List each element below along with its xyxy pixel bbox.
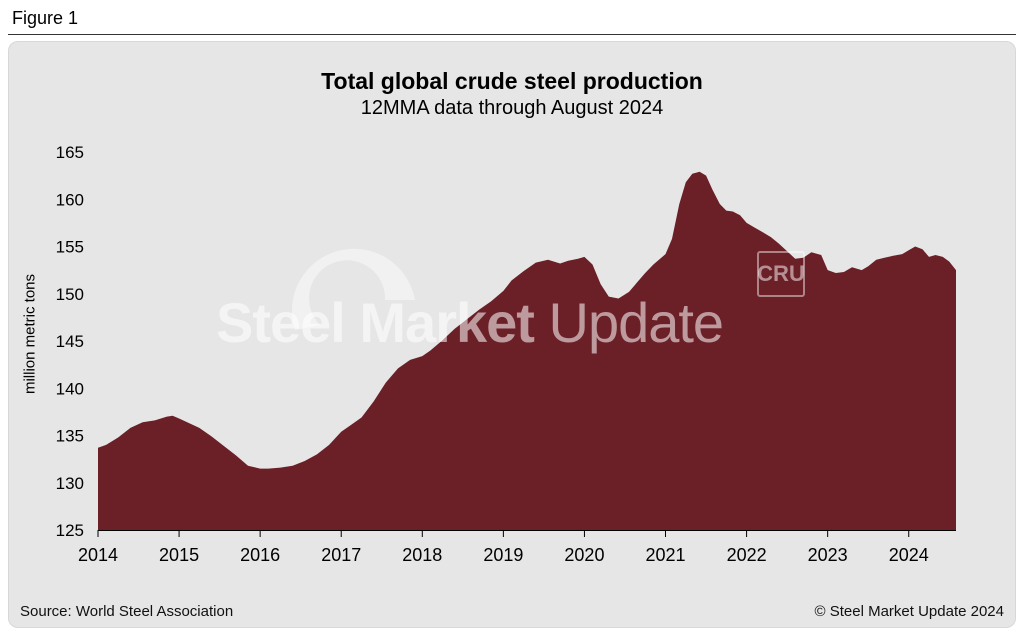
x-tick-label: 2017 — [321, 545, 361, 565]
watermark-light-text: Update — [533, 291, 724, 354]
y-tick-label: 155 — [56, 238, 84, 257]
top-divider — [8, 34, 1016, 35]
y-tick-label: 130 — [56, 474, 84, 493]
y-axis-label: million metric tons — [21, 273, 39, 395]
copyright-note: © Steel Market Update 2024 — [814, 603, 1005, 620]
series-area-steel-production — [98, 171, 956, 531]
x-tick-label: 2024 — [889, 545, 929, 565]
y-tick-label: 160 — [56, 190, 84, 209]
cru-logo-badge: CRU — [757, 251, 805, 297]
x-tick-label: 2015 — [159, 545, 199, 565]
x-tick-label: 2016 — [240, 545, 280, 565]
x-tick-label: 2018 — [402, 545, 442, 565]
watermark-bold-text: Steel Market — [216, 291, 535, 354]
x-tick-label: 2019 — [483, 545, 523, 565]
y-tick-label: 135 — [56, 427, 84, 446]
y-tick-label: 140 — [56, 379, 84, 398]
y-tick-label: 125 — [56, 521, 84, 540]
chart-subtitle: 12MMA data through August 2024 — [360, 97, 664, 119]
source-note: Source: World Steel Association — [20, 603, 234, 620]
x-tick-label: 2014 — [78, 545, 118, 565]
chart-title: Total global crude steel production — [321, 68, 703, 94]
watermark-swoosh — [291, 248, 415, 330]
watermark-logo: Steel Market Update — [216, 290, 724, 355]
y-tick-label: 150 — [56, 285, 84, 304]
x-tick-label: 2021 — [645, 545, 685, 565]
x-tick-label: 2020 — [564, 545, 604, 565]
y-tick-label: 145 — [56, 332, 84, 351]
figure-label: Figure 1 — [12, 8, 79, 28]
x-tick-label: 2023 — [808, 545, 848, 565]
x-tick-label: 2022 — [727, 545, 767, 565]
y-tick-label: 165 — [56, 143, 84, 162]
